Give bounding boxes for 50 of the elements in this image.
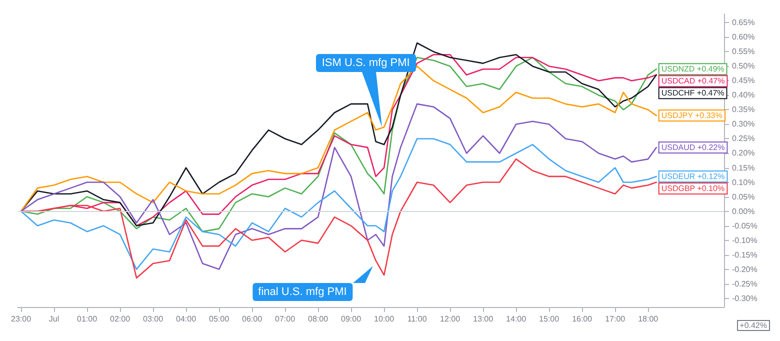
y-tick-label: 0.30% — [732, 120, 755, 129]
x-tick-label: 04:00 — [176, 314, 197, 324]
y-tick-label: 0.00% — [732, 206, 755, 216]
y-tick-label: 0.60% — [732, 32, 755, 42]
y-tick-label: -0.30% — [732, 294, 758, 303]
y-tick-label: -0.20% — [732, 264, 758, 274]
y-tick-label: -0.25% — [732, 279, 758, 288]
annotation: final U.S. mfg PMI — [252, 283, 353, 302]
y-tick-label: 0.50% — [732, 62, 755, 71]
y-tick-label: 0.15% — [732, 163, 755, 172]
x-tick-label: 13:00 — [473, 314, 494, 324]
x-tick-label: 09:00 — [341, 314, 362, 324]
x-tick-label: 17:00 — [605, 314, 626, 324]
x-tick-label: 11:00 — [407, 314, 428, 324]
y-tick-label: 0.55% — [732, 47, 755, 56]
y-tick-label: 0.65% — [732, 18, 755, 28]
text: USDEUR +0.12% — [661, 172, 725, 181]
text: USDGBP +0.10% — [661, 184, 725, 193]
x-tick-label: 03:00 — [143, 314, 164, 324]
y-tick-label: 0.25% — [732, 134, 755, 144]
y-tick-label: 0.45% — [732, 76, 755, 86]
y-tick-label: 0.20% — [732, 148, 755, 158]
y-tick-label: -0.10% — [732, 236, 758, 245]
text: USDJPY +0.33% — [661, 111, 722, 120]
x-tick-label: 10:00 — [374, 314, 395, 324]
x-tick-label: 16:00 — [572, 314, 593, 324]
text: USDAUD +0.22% — [661, 142, 725, 152]
x-tick-label: 14:00 — [506, 314, 527, 324]
x-tick-label: 08:00 — [308, 314, 329, 324]
y-tick-label: -0.05% — [732, 221, 758, 230]
y-tick-label: 0.05% — [732, 192, 755, 202]
x-tick-label: 23:00 — [10, 314, 32, 324]
x-tick-label: 07:00 — [275, 314, 296, 324]
x-tick-label: 02:00 — [110, 314, 131, 324]
x-tick-label: Jul — [48, 314, 60, 324]
text: USDNZD +0.49% — [661, 64, 724, 74]
annotation: ISM U.S. mfg PMI — [316, 54, 416, 72]
text: USDCAD +0.47% — [661, 76, 725, 86]
x-tick-label: 05:00 — [209, 314, 230, 324]
y-tick-label: -0.15% — [732, 250, 758, 260]
x-tick-label: 12:00 — [440, 314, 461, 324]
y-tick-label: 0.10% — [732, 178, 755, 187]
text: USDCHF +0.47% — [661, 88, 724, 98]
text: +0.42% — [736, 320, 770, 331]
y-tick-label: 0.35% — [732, 105, 755, 114]
x-tick-label: 01:00 — [77, 314, 98, 324]
y-tick-label: 0.40% — [732, 90, 755, 100]
x-tick-label: 06:00 — [242, 314, 263, 324]
x-tick-label: 15:00 — [539, 314, 560, 324]
x-tick-label: 18:00 — [638, 314, 659, 324]
